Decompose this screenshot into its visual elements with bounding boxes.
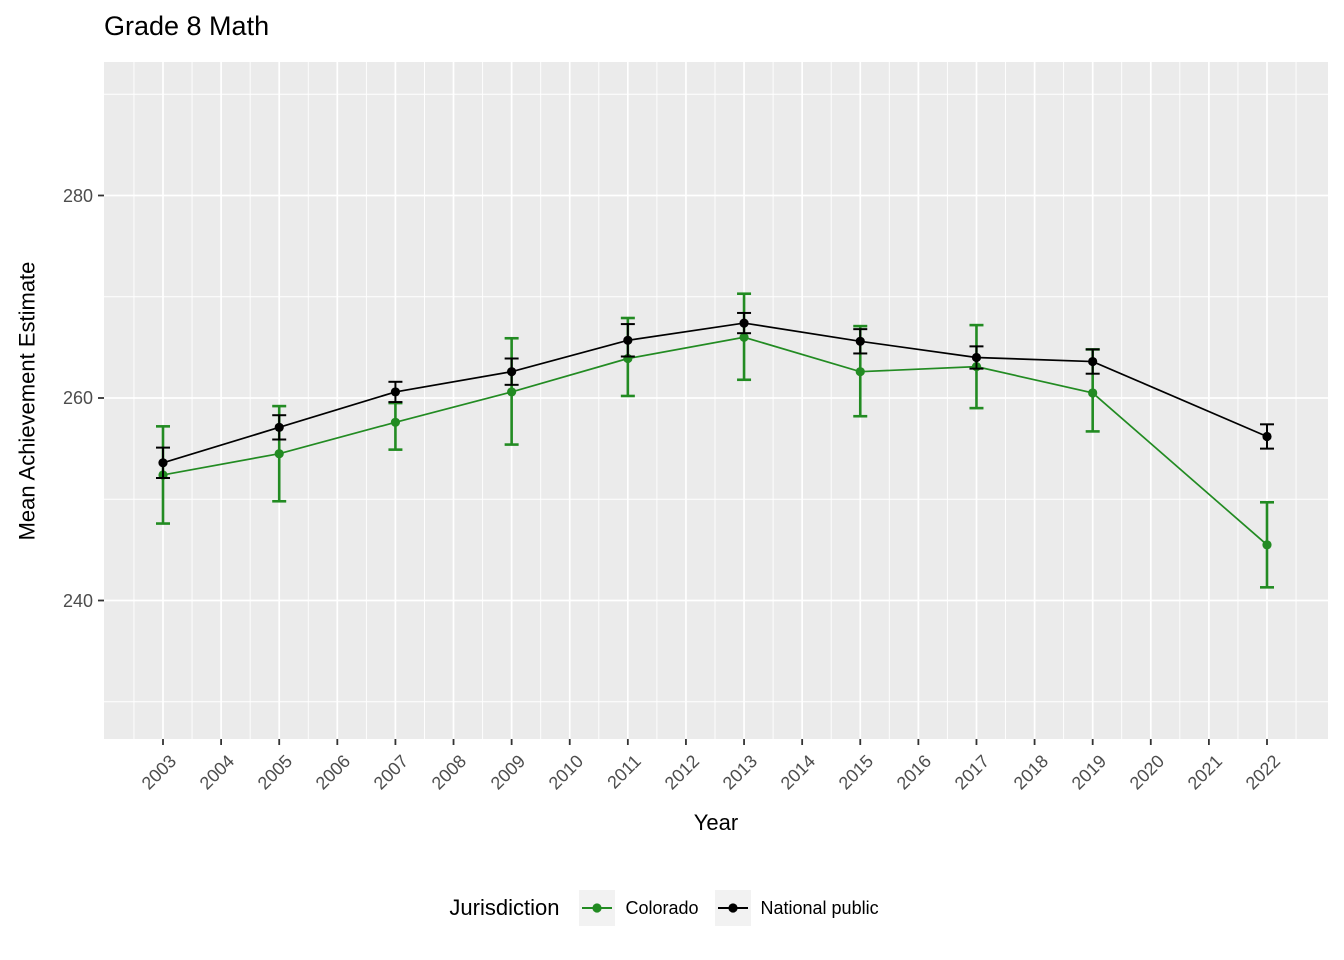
legend-item-colorado: Colorado	[579, 890, 699, 926]
legend-title: Jurisdiction	[449, 895, 560, 920]
series-line-national-public	[162, 322, 1268, 464]
data-point-colorado	[1262, 540, 1272, 550]
legend-items: Colorado National public	[579, 890, 894, 926]
legend-key-glyph	[717, 903, 748, 913]
data-point-colorado	[390, 417, 401, 427]
y-tick-label: 260	[62, 388, 93, 408]
legend-key-glyph	[582, 903, 613, 913]
data-point-colorado	[1088, 388, 1098, 398]
series-line-colorado	[162, 336, 1268, 546]
data-point-national-public	[390, 387, 401, 397]
legend-key-icon	[714, 890, 751, 926]
legend-item-national-public: National public	[714, 890, 879, 926]
y-tick-label: 240	[62, 590, 93, 611]
data-point-colorado	[855, 367, 865, 377]
data-point-national-public	[158, 458, 168, 468]
plot-background	[104, 62, 1328, 739]
data-point-national-public	[1088, 356, 1098, 367]
x-axis-label: Year	[693, 810, 739, 835]
y-tick-label: 280	[62, 185, 93, 206]
data-point-colorado	[507, 387, 517, 397]
legend-item-label: National public	[760, 897, 879, 918]
data-point-national-public	[274, 422, 284, 432]
data-point-colorado	[739, 332, 749, 342]
data-point-national-public	[507, 367, 517, 377]
legend-key-icon	[579, 890, 616, 926]
data-point-national-public	[971, 352, 982, 363]
legend: Jurisdiction Colorado National public	[0, 882, 1344, 934]
data-point-national-public	[1262, 431, 1272, 442]
legend-item-label: Colorado	[625, 897, 699, 918]
data-point-national-public	[623, 335, 633, 345]
data-point-national-public	[739, 318, 749, 328]
chart-title: Grade 8 Math	[104, 11, 270, 41]
data-point-national-public	[855, 336, 865, 346]
data-point-colorado	[274, 449, 284, 459]
